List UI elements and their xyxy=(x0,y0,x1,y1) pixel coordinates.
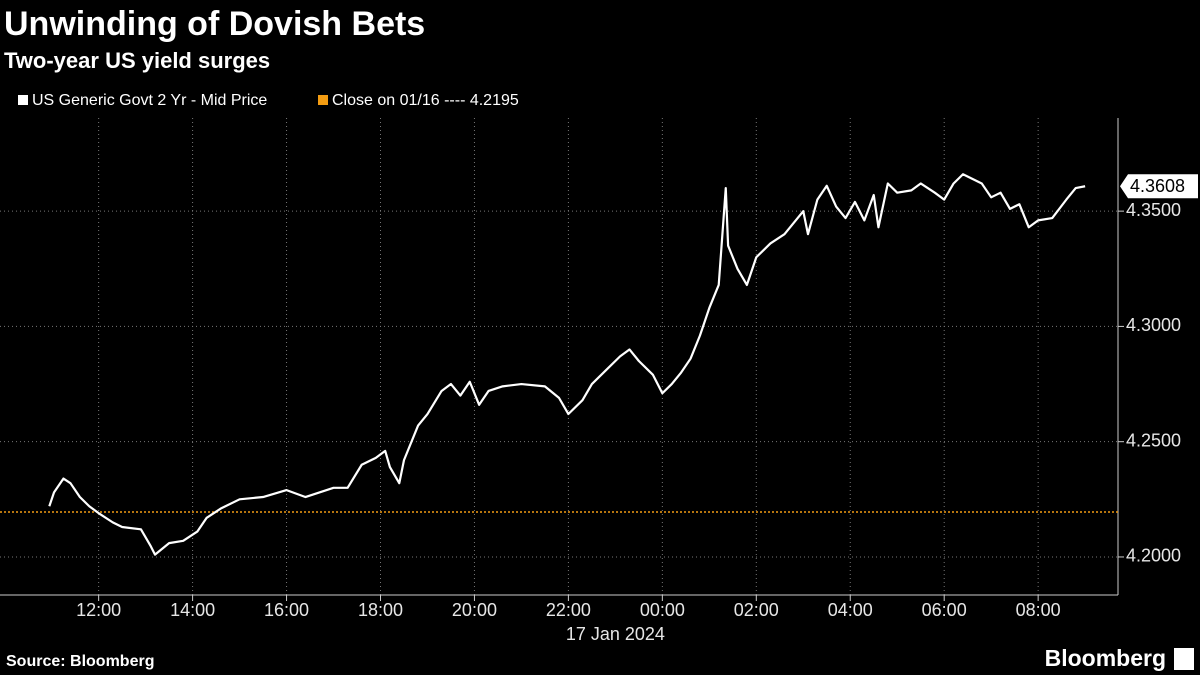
x-tick-label: 06:00 xyxy=(922,600,967,620)
y-tick-label: 4.3000 xyxy=(1126,315,1181,335)
x-tick-label: 22:00 xyxy=(546,600,591,620)
x-tick-label: 08:00 xyxy=(1016,600,1061,620)
x-tick-label: 04:00 xyxy=(828,600,873,620)
x-tick-label: 14:00 xyxy=(170,600,215,620)
brand: Bloomberg xyxy=(1045,645,1166,671)
legend-swatch xyxy=(318,95,328,105)
x-tick-label: 12:00 xyxy=(76,600,121,620)
series-line xyxy=(48,173,1086,556)
y-tick-label: 4.3500 xyxy=(1126,200,1181,220)
x-tick-label: 20:00 xyxy=(452,600,497,620)
date-label: 17 Jan 2024 xyxy=(566,624,665,644)
last-value-label: 4.3608 xyxy=(1130,176,1185,196)
last-value-box xyxy=(1120,174,1198,199)
legend-label: Close on 01/16 ---- 4.2195 xyxy=(332,92,519,109)
chart-subtitle: Two-year US yield surges xyxy=(4,48,270,73)
x-tick-label: 18:00 xyxy=(358,600,403,620)
x-tick-label: 02:00 xyxy=(734,600,779,620)
legend-swatch xyxy=(18,95,28,105)
brand-icon xyxy=(1174,648,1194,670)
chart-title: Unwinding of Dovish Bets xyxy=(4,5,425,43)
y-tick-label: 4.2500 xyxy=(1126,430,1181,450)
x-tick-label: 00:00 xyxy=(640,600,685,620)
legend-label: US Generic Govt 2 Yr - Mid Price xyxy=(32,92,267,109)
y-tick-label: 4.2000 xyxy=(1126,546,1181,566)
source: Source: Bloomberg xyxy=(6,653,154,670)
x-tick-label: 16:00 xyxy=(264,600,309,620)
